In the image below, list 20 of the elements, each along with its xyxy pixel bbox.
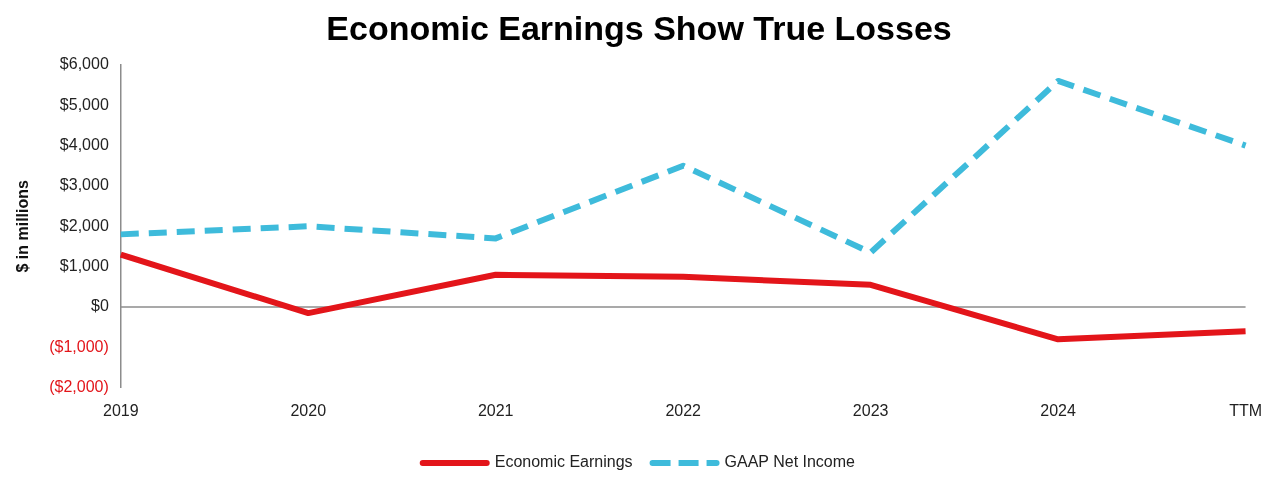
y-tick-label: $0 — [91, 297, 109, 315]
y-tick-label: $1,000 — [59, 257, 109, 275]
x-tick-label: 2020 — [290, 401, 327, 419]
y-tick-label: $4,000 — [59, 135, 109, 153]
x-tick-label: 2021 — [477, 401, 514, 419]
x-tick-label: 2022 — [665, 401, 702, 419]
y-tick-label: $5,000 — [59, 95, 109, 113]
x-tick-label: 2019 — [103, 401, 139, 419]
y-axis-title: $ in millions — [14, 179, 32, 273]
y-tick-label: $2,000 — [59, 216, 109, 234]
legend-label: GAAP Net Income — [724, 453, 856, 471]
y-tick-label: $3,000 — [59, 176, 109, 194]
y-tick-label: ($2,000) — [49, 378, 109, 396]
y-tick-label: $6,000 — [59, 55, 109, 73]
x-tick-label: 2023 — [852, 401, 889, 419]
x-tick-label: TTM — [1229, 401, 1262, 419]
legend-label: Economic Earnings — [494, 453, 633, 471]
x-tick-label: 2024 — [1040, 401, 1076, 419]
y-tick-label: ($1,000) — [49, 337, 109, 355]
chart-title: Economic Earnings Show True Losses — [326, 8, 952, 47]
